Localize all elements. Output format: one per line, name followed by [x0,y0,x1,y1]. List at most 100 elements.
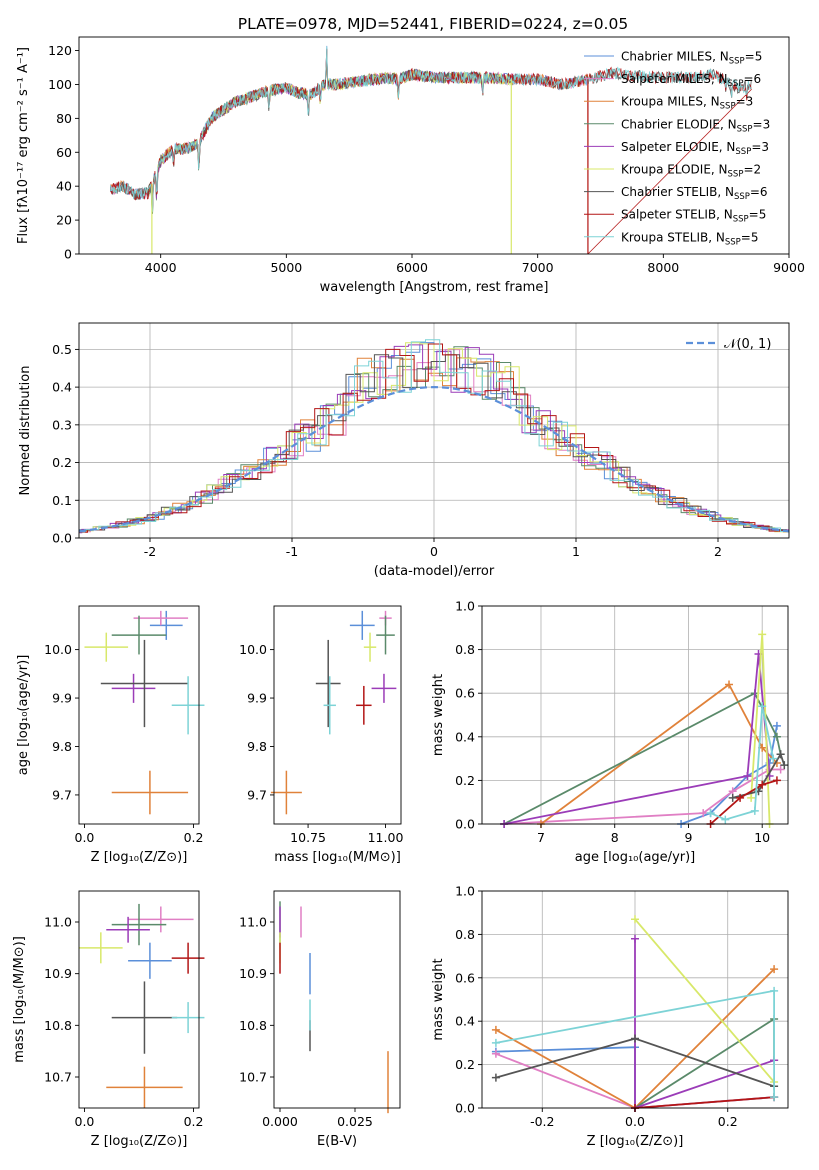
y-axis-label: Flux [fλ10⁻¹⁷ erg cm⁻² s⁻¹ A⁻¹] [16,47,31,244]
legend-subscript: SSP [737,124,753,134]
plot-area [79,339,789,538]
mass-vs-Z-panel: 0.0 0.2 10.7 10.8 10.9 11.0 Z [log₁₀(Z/Z⊙)] mas… [12,890,205,1149]
plot-area [279,901,389,1114]
y-tick-label: 0.3 [52,417,72,432]
y-tick-label: 9.8 [247,739,267,754]
age-vs-Z-panel: 0.0 0.2 9.7 9.8 9.9 10.0 Z [log₁₀(Z/Z⊙)] age [l… [16,605,205,865]
legend-tail: =6 [750,185,768,199]
axes-frame [78,890,200,1109]
weight-marker [491,1025,500,1034]
axes-frame [273,890,401,1109]
plot-area [270,610,397,815]
y-tick-label: 9.9 [247,691,267,706]
plot-area [84,610,205,815]
legend-tail: =3 [753,117,771,131]
legend-label: Salpeter STELIB, NSSP=5 [621,208,766,225]
weight-marker [631,915,639,924]
weight-series [634,938,775,1110]
weight-marker [706,809,715,818]
x-tick-label: 2 [714,544,722,559]
legend-subscript: SSP [729,57,745,67]
legend-subscript: SSP [720,102,736,112]
weight-series [634,1017,775,1109]
x-axis-label: Z [log₁₀(Z/Z⊙)] [91,1134,188,1149]
y-tick-label: 10.9 [239,966,267,981]
y-tick-label: 0.6 [455,970,475,985]
weight-series [503,691,782,825]
histogram-series [79,354,789,532]
x-axis-label: age [log₁₀(age/yr)] [575,850,696,865]
y-axis-label: mass [log₁₀(M/M⊙)] [12,936,27,1063]
plot-area [491,915,779,1112]
legend-subscript: SSP [733,215,749,225]
weight-marker [721,815,730,824]
legend-tail: =5 [745,50,763,64]
legend-label: Salpeter MILES, NSSP=6 [621,72,761,89]
y-tick-label: 0.2 [455,773,475,788]
weight-vs-age-panel: 7 8 9 10 0.0 0.2 0.4 0.6 0.8 1.0 age [log₁₀(age/yr… [431,599,789,865]
axes-frame [481,605,789,825]
y-tick-label: 0.4 [455,1014,475,1029]
weight-marker [758,702,767,711]
x-tick-label: 6000 [396,260,428,275]
weight-marker [747,793,756,802]
legend-tail: =6 [743,72,761,86]
y-tick-label: 0.5 [52,342,72,357]
weight-marker [776,765,785,774]
x-tick-label: 0.000 [262,1114,298,1129]
y-tick-label: 0.1 [52,493,72,508]
weight-marker [750,806,759,815]
legend-label: Chabrier STELIB, NSSP=6 [621,185,768,202]
y-tick-label: 0.4 [455,729,475,744]
y-tick-label: 40 [56,179,72,194]
y-tick-label: 9.9 [52,691,72,706]
y-tick-label: 0.0 [455,817,475,832]
x-tick-label: 11.00 [368,830,404,845]
legend-tail: =5 [749,208,767,222]
spectrum-legend: Chabrier MILES, NSSP=5 Salpeter MILES, NS… [584,50,770,247]
x-tick-label: 0.0 [625,1114,645,1129]
spectrum-panel: 4000 5000 6000 7000 8000 9000 0 20 40 60 80 100 120 w… [16,36,805,295]
weight-series [540,683,778,825]
y-tick-label: 10.0 [239,642,267,657]
weight-marker [776,750,785,759]
legend-tail: =3 [736,95,754,109]
legend-label: Kroupa STELIB, NSSP=5 [621,230,759,247]
y-tick-label: 0.4 [52,380,72,395]
axes-frame [273,605,402,825]
x-tick-label: 9 [684,830,692,845]
legend-label: 𝒩(0, 1) [724,337,771,352]
weight-marker [631,1034,639,1043]
weight-marker [728,793,737,802]
normal-reference-curve [79,385,789,533]
age-vs-mass-panel: 10.75 11.00 9.7 9.8 9.9 10.0 mass [log₁₀(M/M⊙)… [239,605,404,865]
legend-label: Chabrier ELODIE, NSSP=3 [621,117,770,134]
y-tick-label: 0.2 [52,455,72,470]
x-tick-label: 0.0 [75,1114,95,1129]
x-tick-label: 8 [611,830,619,845]
weight-marker [770,986,779,995]
y-tick-label: 80 [56,111,72,126]
y-tick-label: 120 [48,43,72,58]
legend-label: Chabrier MILES, NSSP=5 [621,50,762,67]
y-tick-label: 0.8 [455,927,475,942]
weight-vs-Z-panel: -0.2 0.0 0.2 0.0 0.2 0.4 0.6 0.8 1.0 Z [log₁₀(Z/Z… [431,884,789,1149]
weight-marker [770,965,779,974]
weight-marker [758,630,767,639]
mass-vs-EBV-panel: 0.000 0.025 10.7 10.8 10.9 11.0 E(B-V) [239,890,401,1149]
x-tick-label: -1 [286,544,298,559]
y-tick-label: 0.0 [455,1101,475,1116]
y-tick-label: 1.0 [455,599,475,614]
legend-label: Kroupa ELODIE, NSSP=2 [621,163,761,180]
x-tick-label: 10.75 [290,830,326,845]
y-axis-label: Normed distribution [18,366,33,496]
x-tick-label: 0.2 [718,1114,738,1129]
weight-marker [491,1073,500,1082]
y-tick-label: 0.8 [455,642,475,657]
x-tick-label: 0.025 [337,1114,373,1129]
weight-marker [772,776,781,785]
weight-marker [699,809,708,818]
y-tick-label: 9.8 [52,739,72,754]
x-axis-label: Z [log₁₀(Z/Z⊙)] [587,1134,684,1149]
x-tick-label: 8000 [647,260,679,275]
